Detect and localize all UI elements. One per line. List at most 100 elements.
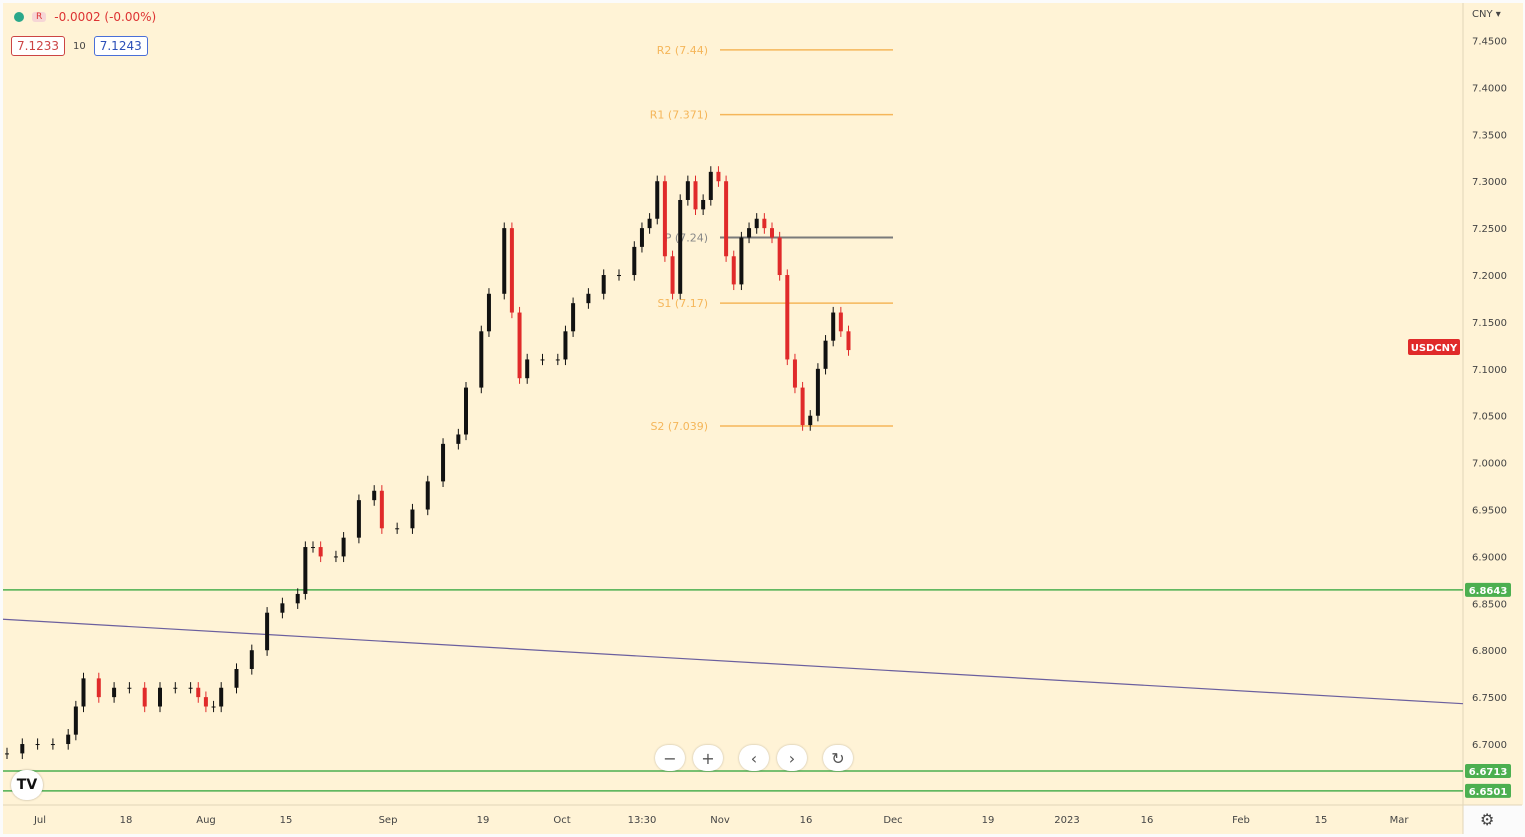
- tradingview-logo[interactable]: TV: [11, 770, 43, 800]
- x-tick-label: Jul: [33, 815, 46, 826]
- candle-body: [395, 528, 400, 530]
- candle-body: [792, 359, 797, 388]
- y-tick-label: 7.3000: [1472, 177, 1507, 188]
- y-tick-label: 6.9000: [1472, 552, 1507, 563]
- candle-body: [441, 443, 446, 482]
- candle-body: [670, 256, 675, 294]
- candle-body: [425, 481, 430, 510]
- candle-body: [838, 312, 843, 332]
- candle-body: [234, 668, 239, 688]
- gear-icon[interactable]: ⚙: [1480, 810, 1495, 829]
- currency-dropdown[interactable]: CNY ▾: [1472, 9, 1501, 20]
- candle-body: [724, 181, 729, 257]
- x-tick-label: 13:30: [628, 815, 657, 826]
- support-label: 6.6501: [1469, 787, 1508, 798]
- candle-body: [571, 303, 576, 332]
- x-tick-label: Nov: [710, 815, 730, 826]
- x-tick-label: Sep: [379, 815, 398, 826]
- y-tick-label: 7.0000: [1472, 459, 1507, 470]
- candle-body: [678, 199, 683, 294]
- last-price-badge: [1408, 338, 1460, 355]
- scroll-left-button[interactable]: ‹: [739, 745, 769, 771]
- candle-body: [249, 650, 254, 669]
- pivot-label: S1 (7.17): [657, 297, 708, 310]
- candle-body: [456, 434, 461, 444]
- x-tick-label: 15: [280, 815, 293, 826]
- candle-body: [739, 237, 744, 285]
- zoom-in-button[interactable]: +: [693, 745, 723, 771]
- candle-body: [808, 415, 813, 426]
- candle-body: [142, 687, 147, 707]
- candle-body: [96, 678, 101, 698]
- candle-body: [158, 687, 162, 707]
- candle-body: [356, 500, 361, 538]
- candle-body: [815, 368, 820, 416]
- candle-body: [540, 359, 545, 361]
- candle-body: [486, 293, 491, 332]
- candle-body: [831, 312, 836, 341]
- y-tick-label: 6.8000: [1472, 646, 1507, 657]
- candle-body: [800, 387, 805, 426]
- pivot-label: S2 (7.039): [650, 420, 708, 433]
- candle-body: [754, 218, 759, 229]
- plot-area: [3, 3, 1463, 805]
- buy-price-button[interactable]: 7.1243: [93, 36, 148, 56]
- price-change: -0.0002 (-0.00%): [54, 10, 157, 24]
- candle-body: [20, 744, 25, 754]
- candle-body: [372, 490, 377, 501]
- scroll-right-button[interactable]: ›: [777, 745, 807, 771]
- pivot-label: R2 (7.44): [657, 44, 708, 57]
- candle-body: [464, 387, 468, 435]
- reset-chart-button[interactable]: ↻: [823, 745, 853, 771]
- support-badge: [1465, 582, 1511, 597]
- realtime-badge: R: [32, 12, 47, 22]
- y-tick-label: 7.4500: [1472, 37, 1507, 48]
- candle-body: [81, 678, 86, 707]
- candle-body: [311, 547, 315, 549]
- candle-body: [685, 181, 690, 200]
- y-tick-label: 7.0500: [1472, 412, 1507, 423]
- candle-body: [823, 340, 828, 369]
- candle-body: [731, 256, 736, 285]
- candle-body: [601, 275, 606, 294]
- x-tick-label: Feb: [1232, 815, 1250, 826]
- candle-body: [280, 603, 285, 613]
- y-tick-label: 7.1500: [1472, 318, 1507, 329]
- candle-body: [196, 687, 201, 698]
- y-tick-label: 6.9500: [1472, 506, 1507, 517]
- candle-body: [265, 612, 270, 651]
- candle-body: [73, 706, 78, 735]
- candle-body: [219, 687, 224, 707]
- candle-body: [509, 228, 514, 313]
- y-tick-label: 6.7500: [1472, 693, 1507, 704]
- candle-body: [479, 331, 484, 388]
- x-tick-label: 16: [800, 815, 813, 826]
- candle-body: [846, 331, 851, 351]
- y-tick-label: 7.1000: [1472, 365, 1507, 376]
- x-tick-label: 16: [1141, 815, 1154, 826]
- x-tick-label: Dec: [883, 815, 902, 826]
- time-axis: [3, 805, 1463, 834]
- sell-price-button[interactable]: 7.1233: [11, 36, 65, 56]
- candle-body: [66, 734, 71, 745]
- candle-body: [410, 509, 415, 529]
- candle-body: [211, 706, 216, 708]
- candle-body: [563, 331, 568, 360]
- x-tick-label: 18: [120, 815, 133, 826]
- candle-body: [35, 744, 40, 746]
- candle-body: [318, 547, 323, 557]
- candle-body: [525, 359, 530, 379]
- symbol-header: R -0.0002 (-0.00%): [14, 10, 156, 24]
- candle-body: [586, 293, 591, 304]
- candle-body: [662, 181, 667, 257]
- pivot-label: P (7.24): [665, 232, 708, 245]
- candle-body: [341, 537, 346, 557]
- zoom-out-button[interactable]: −: [655, 745, 685, 771]
- candle-body: [639, 228, 644, 247]
- candle-body: [716, 171, 721, 182]
- candle-body: [5, 753, 9, 755]
- price-axis: [1463, 3, 1523, 805]
- candle-body: [693, 181, 698, 210]
